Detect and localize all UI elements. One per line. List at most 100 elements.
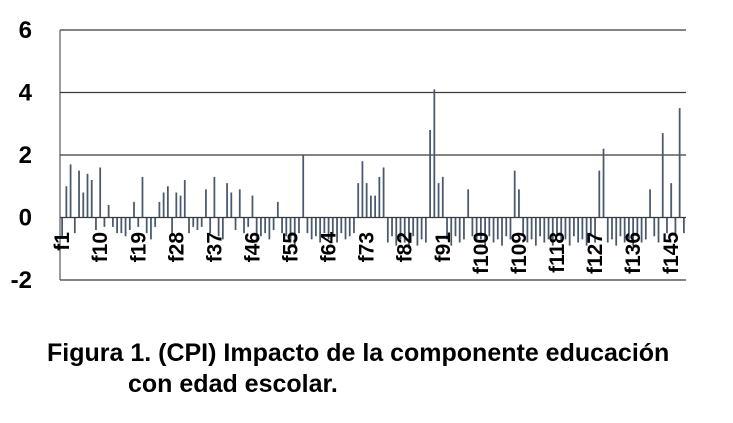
- bar: [361, 161, 364, 218]
- bar: [496, 217, 499, 240]
- bar: [581, 217, 584, 240]
- bar: [82, 192, 85, 218]
- bar: [192, 217, 195, 227]
- bar: [234, 217, 237, 230]
- bar: [492, 217, 495, 243]
- bar: [221, 217, 224, 240]
- bar: [357, 183, 360, 218]
- bar: [95, 217, 97, 230]
- bar: [649, 189, 651, 218]
- bar: [547, 217, 550, 240]
- bar: [640, 217, 643, 243]
- bar: [399, 217, 402, 240]
- bar: [272, 217, 275, 230]
- bar: [162, 192, 165, 218]
- bar: [611, 217, 613, 240]
- bar: [348, 217, 351, 237]
- bar: [285, 217, 288, 237]
- bar: [446, 217, 448, 240]
- caption-line-2: con edad escolar.: [128, 370, 338, 398]
- bar: [450, 217, 453, 246]
- bar: [69, 164, 72, 218]
- bar: [323, 217, 326, 234]
- bar: [513, 170, 516, 218]
- bar: [293, 217, 296, 246]
- bar: [289, 217, 292, 243]
- y-tick-labels: -2 0 2 4 6: [11, 17, 33, 294]
- bar: [319, 217, 322, 243]
- bar: [73, 217, 76, 234]
- bar: [594, 217, 596, 243]
- bar: [467, 189, 470, 218]
- bar: [560, 217, 563, 243]
- bar: [302, 155, 305, 218]
- bar: [116, 217, 118, 234]
- bar: [90, 180, 93, 218]
- bar: [661, 133, 664, 218]
- bar: [111, 217, 114, 227]
- bar: [209, 217, 212, 234]
- bar: [226, 183, 228, 218]
- bar: [99, 167, 102, 218]
- x-tick-label: f136: [622, 232, 645, 274]
- bar: [386, 217, 389, 243]
- bar: [429, 130, 431, 218]
- bar: [243, 217, 245, 234]
- bar: [518, 189, 520, 218]
- bar: [86, 173, 89, 218]
- bar: [636, 217, 639, 237]
- y-tick-label: -2: [11, 267, 32, 294]
- bar: [564, 217, 567, 240]
- bar: [632, 217, 635, 246]
- bar: [158, 201, 161, 218]
- bar: [501, 217, 503, 246]
- y-tick-label: 0: [19, 205, 32, 232]
- bar: [551, 217, 554, 246]
- x-tick-label: f91: [432, 232, 455, 263]
- bar: [370, 195, 372, 218]
- bar: [374, 195, 377, 218]
- y-tick-label: 2: [19, 142, 32, 169]
- x-tick-labels: f1 f10 f19 f28 f37 f46 f55 f64 f73 f82 f91 f100 f109…: [51, 232, 683, 274]
- bar: [577, 217, 580, 243]
- bar: [107, 205, 110, 218]
- bar: [437, 183, 440, 218]
- bar: [179, 195, 182, 218]
- bar: [315, 217, 317, 237]
- bar: [408, 217, 410, 249]
- bar: [188, 217, 190, 234]
- bar: [268, 217, 271, 240]
- bar: [585, 217, 588, 246]
- bar: [171, 217, 173, 237]
- bar: [395, 217, 398, 246]
- bar: [133, 201, 135, 218]
- bar: [196, 217, 199, 230]
- bar: [331, 217, 334, 237]
- bar: [416, 217, 419, 246]
- bar: [644, 217, 647, 240]
- x-tick-label: f82: [394, 232, 417, 262]
- bar: [505, 217, 508, 237]
- bar: [441, 176, 444, 218]
- bar: [306, 217, 309, 234]
- bar: [657, 217, 660, 243]
- gridlines: [60, 29, 686, 281]
- bar: [365, 183, 368, 218]
- bar: [175, 192, 178, 218]
- bar: [382, 167, 385, 218]
- bar: [150, 217, 152, 240]
- bar: [166, 186, 169, 218]
- bar: [683, 217, 685, 234]
- bar: [340, 217, 343, 234]
- bar: [255, 217, 258, 243]
- bar: [674, 217, 677, 237]
- bar: [539, 217, 541, 237]
- x-tick-label: f145: [660, 232, 683, 274]
- bar: [606, 217, 609, 243]
- bar: [154, 217, 157, 227]
- bar: [463, 217, 465, 240]
- bar: [200, 217, 203, 227]
- bar: [310, 217, 313, 240]
- bar: [509, 217, 512, 240]
